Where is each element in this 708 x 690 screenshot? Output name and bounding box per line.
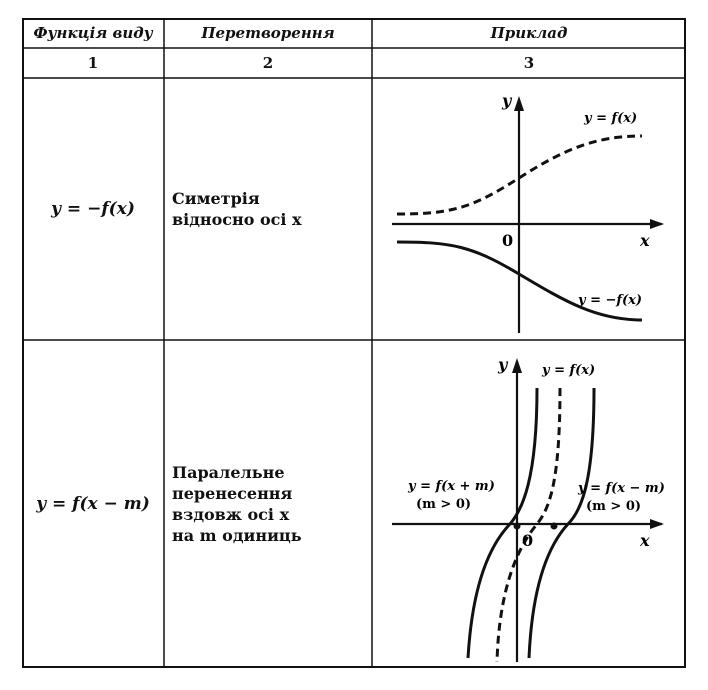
table-grid bbox=[22, 18, 686, 668]
curve-neg-f bbox=[396, 240, 643, 322]
row2-transformation-line: на m одиниць bbox=[172, 526, 302, 545]
transformations-table: Функція виду Перетворення Приклад 1 2 3 … bbox=[22, 18, 686, 668]
axis-x-label: x bbox=[639, 531, 650, 550]
row2-example-graph: y x 0 y = f(x) y = f(x + m) (m > 0) y = … bbox=[392, 355, 665, 663]
curve-f bbox=[495, 387, 562, 663]
curve-f-plus-m bbox=[466, 387, 539, 659]
x-axis-arrow bbox=[650, 219, 664, 229]
row1-transformation: Симетрія відносно осі x bbox=[164, 78, 372, 340]
row2-function: y = f(x − m) bbox=[36, 494, 150, 514]
axis-y-label: y bbox=[501, 91, 513, 110]
intersection-point bbox=[550, 522, 558, 530]
curve-f-label: y = f(x) bbox=[541, 363, 595, 378]
intersection-point bbox=[513, 522, 521, 530]
curve-f-plus-m-condition: (m > 0) bbox=[416, 497, 471, 512]
curve-f-plus-m-label: y = f(x + m) bbox=[407, 479, 495, 494]
axis-y-label: y bbox=[497, 355, 509, 374]
y-axis-arrow bbox=[512, 358, 522, 373]
curve-f bbox=[396, 134, 643, 216]
header-function: Функція виду bbox=[33, 24, 153, 42]
axis-x-label: x bbox=[639, 231, 650, 250]
curve-f-minus-m-condition: (m > 0) bbox=[586, 499, 641, 514]
origin-label: 0 bbox=[522, 531, 533, 550]
x-axis-arrow bbox=[650, 519, 664, 529]
curve-f-minus-m bbox=[527, 387, 596, 659]
curve-f-minus-m-label: y = f(x − m) bbox=[577, 481, 665, 496]
row2-transformation-line: вздовж осі x bbox=[172, 505, 290, 524]
row1-function: y = −f(x) bbox=[51, 199, 135, 219]
row2-transformation: Паралельне перенесення вздовж осі x на m… bbox=[164, 340, 372, 668]
row1-transformation-line: Симетрія bbox=[172, 189, 260, 208]
header-example: Приклад bbox=[490, 24, 568, 42]
header-transformation: Перетворення bbox=[201, 24, 335, 42]
column-number-3: 3 bbox=[523, 54, 535, 72]
curve-neg-f-label: y = −f(x) bbox=[577, 293, 642, 308]
y-axis-arrow bbox=[514, 96, 524, 111]
column-number-1: 1 bbox=[87, 54, 99, 72]
curve-f-label: y = f(x) bbox=[583, 111, 637, 126]
column-number-2: 2 bbox=[262, 54, 274, 72]
row1-example-graph: y x 0 y = f(x) y = −f(x) bbox=[392, 91, 664, 333]
origin-label: 0 bbox=[502, 231, 513, 250]
row2-transformation-line: перенесення bbox=[172, 484, 293, 503]
row1-transformation-line: відносно осі x bbox=[172, 210, 302, 229]
row2-transformation-line: Паралельне bbox=[172, 463, 285, 482]
